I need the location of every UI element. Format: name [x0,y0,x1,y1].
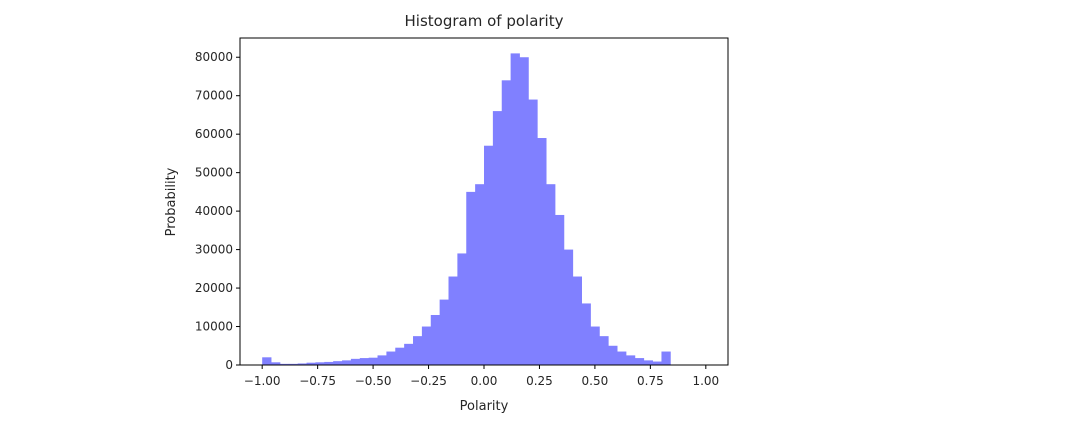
x-tick-label: −0.25 [410,374,447,388]
x-tick-label: 0.50 [582,374,609,388]
y-tick-label: 40000 [195,204,233,218]
histogram-bar [537,138,547,365]
histogram-bar [501,80,512,365]
histogram-bar [554,214,565,365]
histogram-bar [608,345,618,365]
histogram-bar [448,276,458,365]
histogram-bar [634,358,645,365]
histogram-bar [359,358,370,365]
histogram-bar [324,361,334,365]
histogram-bar [386,351,396,365]
y-tick-label: 50000 [195,166,233,180]
y-tick-label: 0 [225,358,233,372]
histogram-bar [492,111,503,365]
histogram-bar [457,253,467,365]
histogram-bar [617,351,627,365]
histogram-bar [271,362,281,365]
y-tick-label: 20000 [195,281,233,295]
histogram-bar [661,351,671,365]
y-axis-ticks: 0 10000 20000 30000 40000 50000 60000 70000 8000… [195,50,240,372]
histogram-bar [643,360,653,365]
x-tick-label: 0.25 [526,374,553,388]
histogram-bar [288,363,299,365]
histogram-bar [475,184,485,365]
histogram-bar [350,358,361,365]
histogram-bar [413,336,423,365]
histogram-bar [519,57,529,366]
x-tick-label: −0.75 [299,374,336,388]
y-tick-label: 70000 [195,89,233,103]
histogram-bar [599,336,609,365]
x-tick-label: −0.50 [355,374,392,388]
histogram-bar [466,191,476,365]
y-tick-label: 80000 [195,50,233,64]
y-tick-label: 30000 [195,243,233,257]
histogram-bars [262,53,671,366]
histogram-bar [652,361,662,365]
histogram-bar [306,362,316,365]
histogram-bar [430,314,441,365]
x-tick-label: 1.00 [692,374,719,388]
y-axis-label: Probability [164,167,179,236]
histogram-bar [404,343,414,365]
histogram-bar [342,360,352,365]
histogram-bar [546,184,556,365]
histogram-bar [297,363,307,365]
histogram-bar [368,357,378,365]
histogram-bar [395,347,405,365]
y-tick-label: 60000 [195,127,233,141]
histogram-bar [563,249,574,365]
chart-title: Histogram of polarity [405,12,564,30]
x-tick-label: 0.75 [637,374,664,388]
histogram-bar [590,326,600,365]
histogram-bar [279,363,290,365]
x-tick-label: −1.00 [244,374,281,388]
histogram-bar [315,362,325,365]
histogram-bar [421,326,432,365]
y-tick-label: 10000 [195,320,233,334]
histogram-bar [510,53,520,365]
x-axis-ticks: −1.00 −0.75 −0.50 −0.25 0.00 0.25 0.50 0.75 1.00 [244,365,719,388]
histogram-bar [333,361,343,365]
histogram-bar [625,355,636,365]
histogram-bar [572,276,582,365]
histogram-bar [262,357,272,365]
x-axis-label: Polarity [460,399,509,414]
histogram-bar [484,145,494,365]
histogram-bar [439,299,449,365]
histogram-bar [528,99,538,365]
histogram-bar [581,303,591,365]
histogram-bar [377,355,387,365]
x-tick-label: 0.00 [471,374,498,388]
